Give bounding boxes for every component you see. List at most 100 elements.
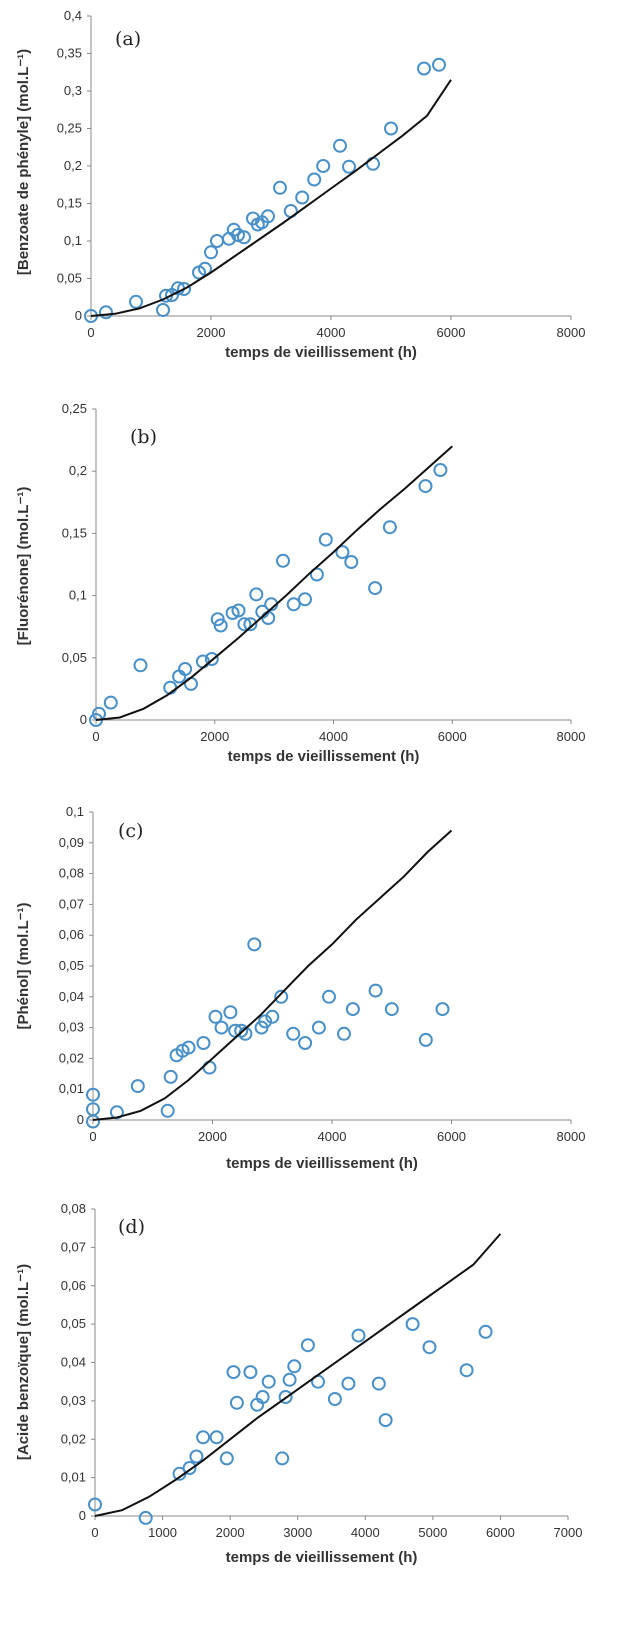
x-tick-label: 2000 (216, 1525, 245, 1540)
y-tick-label: 0,3 (64, 83, 82, 98)
data-point (86, 1102, 100, 1117)
y-tick-label: 0,04 (61, 1355, 86, 1370)
y-tick-label: 0,1 (64, 233, 82, 248)
data-point (103, 695, 118, 710)
data-point (298, 592, 312, 607)
x-tick-label: 0 (92, 729, 99, 744)
x-tick-label: 0 (89, 1129, 96, 1144)
data-point (160, 1103, 175, 1118)
data-point (261, 209, 275, 224)
y-axis-title: [Phénol] (mol.L⁻¹) (15, 902, 32, 1029)
y-tick-label: 0,03 (61, 1393, 86, 1408)
data-point (237, 617, 252, 632)
data-point (307, 172, 322, 187)
data-point (138, 1510, 153, 1525)
y-tick-label: 0 (80, 712, 87, 727)
x-tick-label: 4000 (318, 1129, 347, 1144)
data-point (432, 57, 446, 72)
data-point (276, 553, 290, 568)
data-point (249, 587, 264, 602)
data-point (298, 1036, 313, 1050)
data-point (286, 597, 301, 612)
data-point (265, 1009, 280, 1024)
data-point (219, 1451, 234, 1466)
x-tick-label: 4000 (351, 1525, 380, 1540)
chart-panel-4: 0 0,01 0,02 0,03 0,04 0,05 0,06 0,07 0,08 0 1000 20… (15, 1201, 582, 1566)
y-tick-label: 0,02 (59, 1050, 84, 1065)
data-point (247, 937, 262, 952)
y-tick-label: 0,2 (64, 158, 82, 173)
data-point (163, 1069, 178, 1084)
y-tick-label: 0 (75, 308, 82, 323)
x-tick-label: 3000 (283, 1525, 312, 1540)
x-tick-label: 0 (91, 1525, 98, 1540)
data-point (384, 1002, 399, 1017)
panel-label: (d) (118, 1216, 145, 1238)
data-point (435, 1002, 450, 1017)
y-tick-label: 0,07 (61, 1239, 86, 1254)
y-tick-label: 0,02 (61, 1431, 86, 1446)
x-tick-label: 8000 (557, 729, 586, 744)
data-point (189, 1449, 204, 1464)
y-tick-label: 0,25 (62, 401, 87, 416)
x-axis-title: temps de vieillissement (h) (226, 1549, 418, 1566)
data-point (182, 1461, 197, 1475)
data-point (223, 1005, 238, 1020)
y-tick-label: 0,09 (59, 835, 84, 850)
data-point (231, 603, 246, 618)
data-point (243, 617, 258, 632)
data-point (177, 282, 191, 296)
data-point (368, 581, 383, 596)
x-tick-label: 5000 (418, 1525, 447, 1540)
data-point (226, 1365, 241, 1380)
data-point (273, 180, 287, 195)
data-point (309, 567, 324, 582)
x-tick-label: 8000 (557, 1129, 586, 1144)
x-tick-label: 0 (87, 325, 94, 340)
y-axis-title: [Fluorénone] (mol.L⁻¹) (15, 487, 32, 646)
model-curve (90, 79, 452, 317)
data-point (229, 1395, 244, 1410)
data-point (214, 1020, 229, 1035)
data-point (156, 303, 170, 317)
data-point (341, 1376, 356, 1391)
data-point (99, 305, 113, 320)
data-point (345, 1002, 360, 1017)
y-tick-label: 0,35 (57, 46, 82, 61)
x-axis-title: temps de vieillissement (h) (228, 748, 420, 765)
y-tick-label: 0 (79, 1508, 86, 1523)
data-point (337, 1026, 351, 1041)
data-point (213, 618, 228, 633)
y-tick-label: 0,05 (59, 958, 84, 973)
data-point (418, 1032, 433, 1047)
model-curve (94, 1233, 502, 1517)
data-point (300, 1338, 315, 1353)
data-point (351, 1328, 366, 1343)
data-point (286, 1026, 301, 1041)
x-tick-label: 6000 (437, 325, 466, 340)
panel-label: (a) (115, 28, 141, 50)
data-point (322, 989, 336, 1004)
data-point (327, 1392, 342, 1406)
x-axis-title: temps de vieillissement (h) (226, 1155, 418, 1172)
y-tick-label: 0,06 (59, 927, 84, 942)
data-point (418, 479, 433, 494)
data-point (318, 532, 333, 547)
model-curve (95, 445, 453, 721)
y-tick-label: 0,15 (57, 196, 82, 211)
data-point (88, 1497, 102, 1512)
panel-label: (c) (118, 820, 143, 842)
data-point (371, 1376, 386, 1391)
data-point (237, 230, 251, 245)
y-axis-title: [Acide benzoïque] (mol.L⁻¹) (15, 1264, 32, 1460)
data-point (422, 1340, 437, 1355)
y-tick-label: 0,1 (69, 588, 87, 603)
y-tick-label: 0,08 (61, 1201, 86, 1216)
data-point (86, 1087, 100, 1102)
model-curve (92, 829, 453, 1121)
data-point (196, 1430, 211, 1445)
data-point (210, 234, 224, 248)
y-tick-label: 0,4 (64, 8, 82, 23)
data-point (384, 121, 398, 136)
data-point (459, 1363, 474, 1378)
